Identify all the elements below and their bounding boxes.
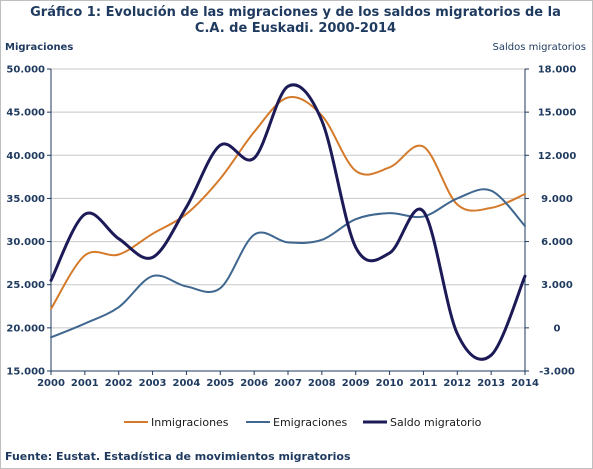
x-tick-label: 2008 [308, 378, 336, 389]
legend-label-saldo-migratorio: Saldo migratorio [390, 416, 482, 429]
y-right-tick-label: 9.000 [541, 194, 573, 205]
y-right-axis-title: Saldos migratorios [493, 42, 586, 53]
y-right-tick-label: -3.000 [539, 367, 575, 378]
y-left-tick-label: 20.000 [6, 323, 45, 334]
series-line-saldo-migratorio [49, 83, 527, 361]
source-note: Fuente: Eustat. Estadística de movimient… [5, 450, 351, 463]
legend-label-inmigraciones: Inmigraciones [151, 416, 229, 429]
y-left-tick-label: 15.000 [6, 367, 45, 378]
x-tick-label: 2002 [105, 378, 133, 389]
y-left-tick-label: 30.000 [6, 237, 45, 248]
y-left-tick-label: 45.000 [6, 108, 45, 119]
x-tick-label: 2003 [139, 378, 167, 389]
y-right-tick-label: 12.000 [538, 151, 577, 162]
x-tick-label: 2011 [410, 378, 438, 389]
y-left-tick-label: 50.000 [6, 65, 45, 76]
x-tick-label: 2013 [477, 378, 505, 389]
y-left-tick-label: 25.000 [6, 280, 45, 291]
y-left-axis-title: Migraciones [5, 42, 73, 53]
y-right-tick-label: 15.000 [538, 108, 577, 119]
chart-title: Gráfico 1: Evolución de las migraciones … [0, 5, 591, 37]
y-left-tick-label: 40.000 [6, 151, 45, 162]
x-tick-label: 2006 [240, 378, 268, 389]
y-right-tick-label: 6.000 [541, 237, 573, 248]
y-right-tick-label: 3.000 [541, 280, 573, 291]
chart-title-line-2: C.A. de Euskadi. 2000-2014 [194, 21, 397, 36]
y-right-tick-label: 18.000 [538, 65, 577, 76]
chart-title-line-1: Gráfico 1: Evolución de las migraciones … [30, 5, 561, 20]
x-tick-label: 2004 [173, 378, 201, 389]
y-right-tick-label: 0 [554, 323, 561, 334]
series-line-inmigraciones [50, 95, 526, 310]
x-tick-label: 2012 [443, 378, 471, 389]
y-left-tick-label: 35.000 [6, 194, 45, 205]
x-tick-label: 2001 [71, 378, 99, 389]
x-tick-label: 2000 [37, 378, 65, 389]
x-tick-label: 2007 [274, 378, 302, 389]
x-tick-label: 2005 [206, 378, 234, 389]
series-line-emigraciones [50, 188, 526, 339]
legend-label-emigraciones: Emigraciones [273, 416, 348, 429]
x-tick-label: 2009 [342, 378, 370, 389]
x-tick-label: 2010 [376, 378, 404, 389]
x-tick-label: 2014 [511, 378, 539, 389]
